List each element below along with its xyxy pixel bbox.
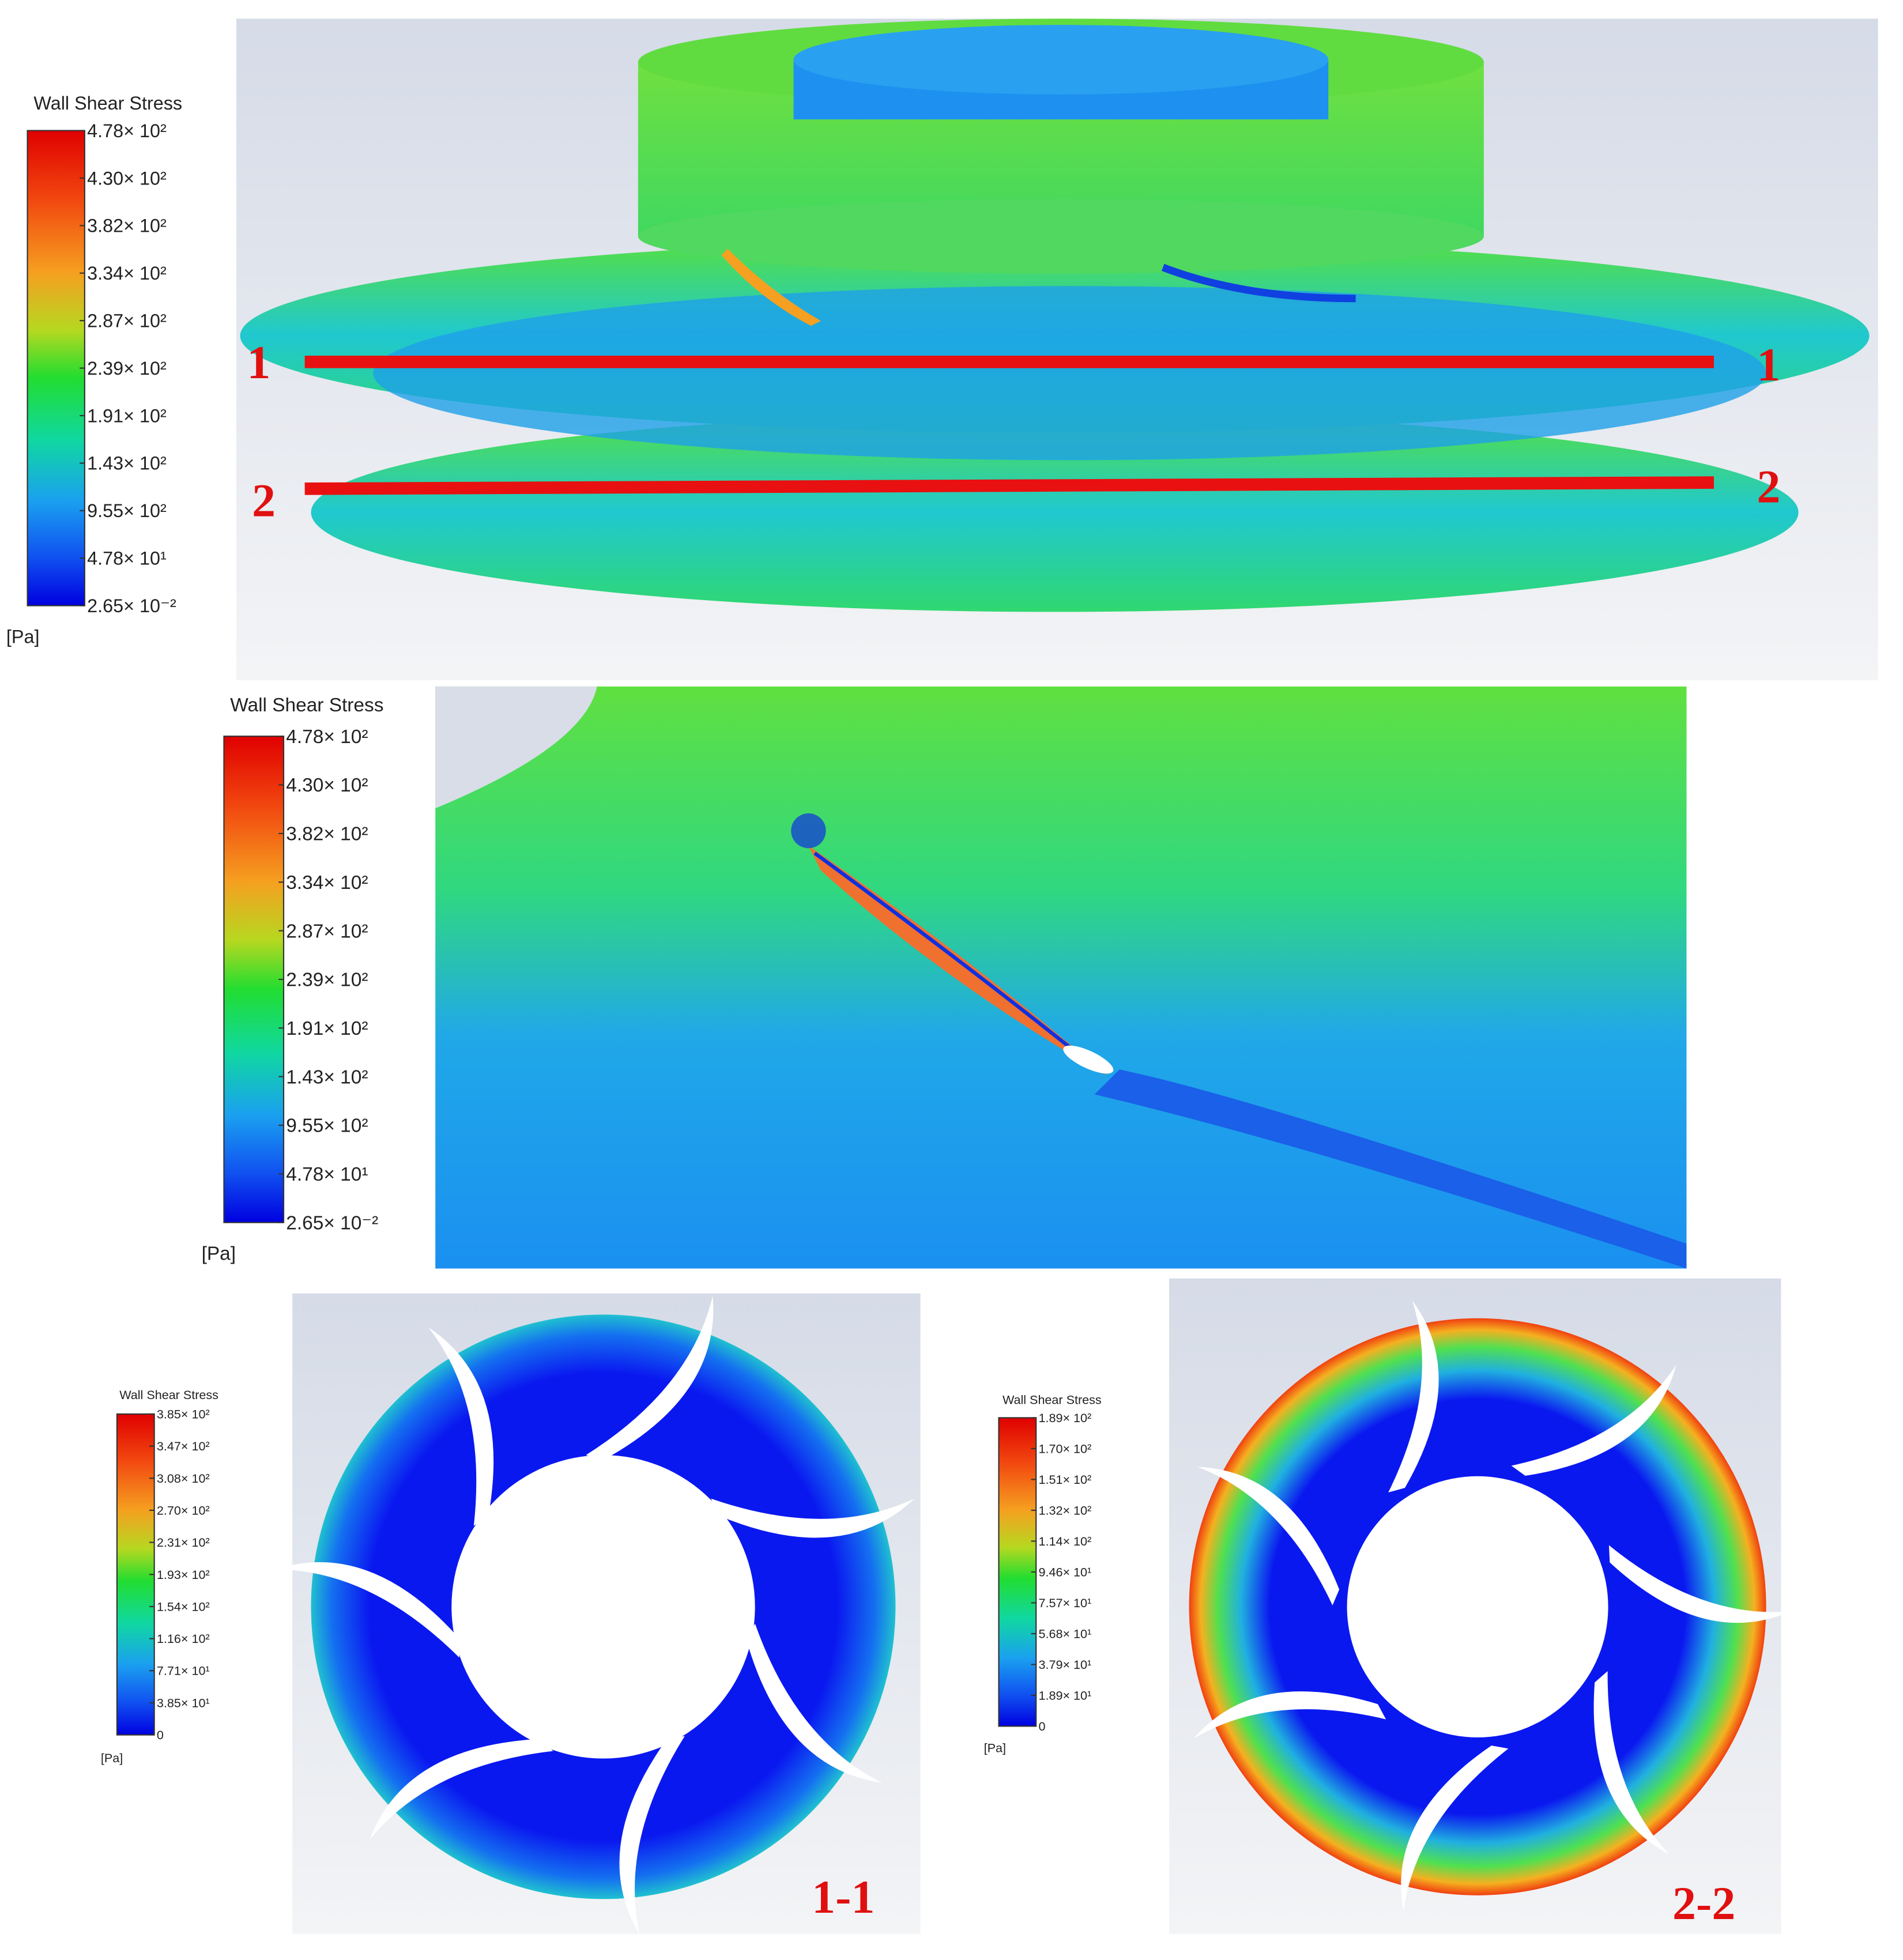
tick-label: 4.30× 10² — [286, 775, 368, 796]
tick-label: 9.55× 10² — [87, 500, 167, 521]
tick-label: 1.51× 10² — [1039, 1472, 1092, 1487]
tick-label: 4.30× 10² — [87, 168, 167, 189]
tick-label: 2.31× 10² — [157, 1535, 210, 1550]
tick-label: 2.65× 10⁻² — [286, 1212, 378, 1234]
legend-title: Wall Shear Stress — [1003, 1393, 1102, 1407]
tick-label: 3.85× 10² — [157, 1407, 210, 1421]
tick-label: 1.89× 10¹ — [1039, 1688, 1092, 1702]
tick-label: 2.87× 10² — [286, 921, 368, 942]
tick-label: 5.68× 10¹ — [1039, 1626, 1092, 1641]
tick-label: 4.78× 10² — [286, 726, 368, 748]
tick-label: 1.32× 10² — [1039, 1503, 1092, 1517]
tick-label: 9.55× 10² — [286, 1115, 368, 1137]
legend-title: Wall Shear Stress — [33, 93, 182, 114]
section-marker: 1 — [247, 336, 270, 389]
tick-label: 4.78× 10¹ — [286, 1164, 368, 1185]
hub-bore — [451, 1455, 755, 1759]
section-marker: 2 — [252, 474, 276, 526]
panel-background — [435, 686, 597, 809]
tick-label: 1.14× 10² — [1039, 1534, 1092, 1548]
tick-label: 3.34× 10² — [286, 872, 368, 894]
tick-label: 1.93× 10² — [157, 1567, 210, 1582]
tick-label: 2.87× 10² — [87, 310, 167, 331]
tick-label: 1.91× 10² — [87, 405, 167, 426]
tick-label: 4.78× 10¹ — [87, 548, 167, 569]
shroud-edge — [1094, 1069, 1687, 1269]
tick-label: 4.78× 10² — [87, 120, 167, 141]
section-marker: 1 — [1757, 338, 1780, 391]
tick-label: 1.43× 10² — [87, 453, 167, 474]
section-line — [304, 476, 1714, 495]
blade-edge — [813, 851, 1084, 1059]
shaft-top — [793, 25, 1329, 95]
tick-label: 1.89× 10² — [1039, 1411, 1092, 1425]
color-bar — [116, 1413, 155, 1736]
legend-unit: [Pa] — [202, 1243, 236, 1264]
tick-label: 9.46× 10¹ — [1039, 1565, 1092, 1579]
legend-title: Wall Shear Stress — [119, 1388, 218, 1402]
tick-label: 7.57× 10¹ — [1039, 1596, 1092, 1610]
tick-label: 3.82× 10² — [286, 824, 368, 845]
color-bar — [998, 1417, 1037, 1727]
section-caption: 2-2 — [1672, 1877, 1735, 1929]
tick-label: 2.39× 10² — [87, 358, 167, 379]
tick-label: 3.47× 10² — [157, 1439, 210, 1453]
section-marker: 2 — [1757, 461, 1780, 513]
rear-shroud — [311, 413, 1799, 612]
tick-label: 3.79× 10¹ — [1039, 1657, 1092, 1672]
tick-label: 0 — [157, 1728, 164, 1742]
tick-label: 1.43× 10² — [286, 1066, 368, 1088]
tick-label: 3.82× 10² — [87, 216, 167, 236]
legend-unit: [Pa] — [101, 1751, 123, 1765]
hub-base — [638, 199, 1484, 274]
color-bar — [27, 130, 85, 606]
section-caption: 1-1 — [812, 1871, 875, 1923]
tick-label: 7.71× 10¹ — [157, 1664, 210, 1678]
tick-label: 1.91× 10² — [286, 1018, 368, 1039]
tick-label: 2.65× 10⁻² — [87, 595, 176, 616]
stagnation-zone — [791, 813, 826, 849]
flow-channel — [373, 286, 1766, 461]
blade-edge — [1161, 263, 1356, 303]
legend-unit: [Pa] — [984, 1741, 1006, 1755]
tick-label: 2.39× 10² — [286, 970, 368, 991]
tick-label: 1.54× 10² — [157, 1599, 210, 1614]
blade-gap — [1063, 1045, 1114, 1074]
tick-label: 1.16× 10² — [157, 1631, 210, 1646]
tick-label: 1.70× 10² — [1039, 1441, 1092, 1456]
hub-bore — [1347, 1476, 1608, 1737]
tick-label: 2.70× 10² — [157, 1503, 210, 1517]
tick-label: 3.34× 10² — [87, 263, 167, 284]
legend-unit: [Pa] — [6, 626, 40, 647]
tick-label: 0 — [1039, 1719, 1046, 1733]
legend-title: Wall Shear Stress — [230, 695, 383, 716]
legends: Wall Shear Stress 4.78× 10² 4.30× 10² 3.82×… — [6, 93, 1102, 1765]
tick-label: 3.08× 10² — [157, 1471, 210, 1486]
blade-edge — [721, 248, 821, 326]
tick-label: 3.85× 10¹ — [157, 1695, 210, 1710]
zoom-view — [435, 686, 1687, 1269]
color-bar — [223, 736, 285, 1223]
